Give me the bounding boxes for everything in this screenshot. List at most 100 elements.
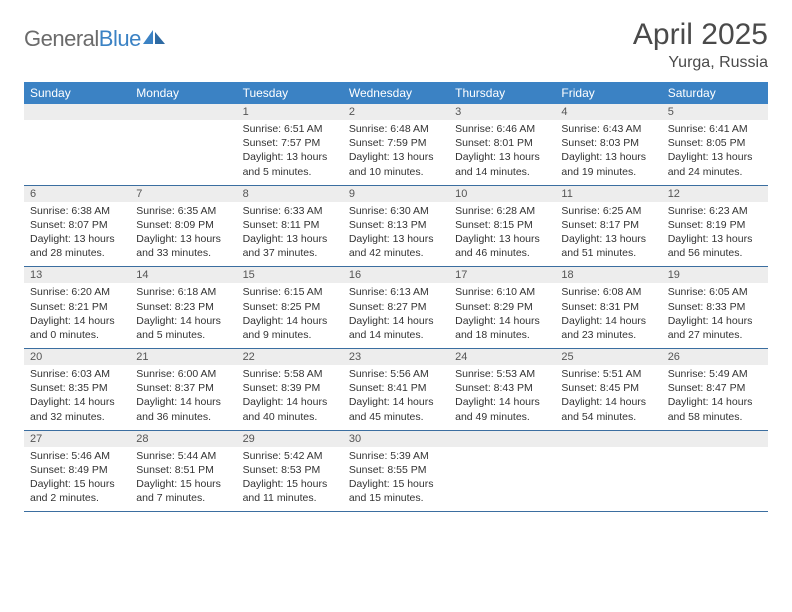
calendar-body: 1Sunrise: 6:51 AMSunset: 7:57 PMDaylight… — [24, 104, 768, 512]
daylight-text: Daylight: 14 hours and 14 minutes. — [349, 314, 443, 342]
daylight-text: Daylight: 14 hours and 23 minutes. — [561, 314, 655, 342]
sunset-text: Sunset: 8:45 PM — [561, 381, 655, 395]
day-cell: 29Sunrise: 5:42 AMSunset: 8:53 PMDayligh… — [237, 430, 343, 512]
daylight-text: Daylight: 13 hours and 5 minutes. — [243, 150, 337, 178]
day-content: Sunrise: 6:30 AMSunset: 8:13 PMDaylight:… — [343, 202, 449, 267]
sunrise-text: Sunrise: 6:30 AM — [349, 204, 443, 218]
title-block: April 2025 Yurga, Russia — [633, 18, 768, 72]
sunset-text: Sunset: 8:51 PM — [136, 463, 230, 477]
day-cell: 22 Sunrise: 5:58 AMSunset: 8:39 PMDayligh… — [237, 349, 343, 431]
day-number: 30 — [343, 431, 449, 447]
day-cell: 15Sunrise: 6:15 AMSunset: 8:25 PMDayligh… — [237, 267, 343, 349]
sunrise-text: Sunrise: 6:10 AM — [455, 285, 549, 299]
day-content — [24, 120, 130, 178]
daylight-text: Daylight: 15 hours and 7 minutes. — [136, 477, 230, 505]
day-number: 3 — [449, 104, 555, 120]
week-row: 6Sunrise: 6:38 AMSunset: 8:07 PMDaylight… — [24, 185, 768, 267]
sunset-text: Sunset: 8:05 PM — [668, 136, 762, 150]
day-content — [555, 447, 661, 505]
sunset-text: Sunset: 8:33 PM — [668, 300, 762, 314]
sunset-text: Sunset: 8:11 PM — [243, 218, 337, 232]
day-number: 18 — [555, 267, 661, 283]
day-number: 10 — [449, 186, 555, 202]
sunset-text: Sunset: 8:55 PM — [349, 463, 443, 477]
daylight-text: Daylight: 14 hours and 0 minutes. — [30, 314, 124, 342]
day-number: 14 — [130, 267, 236, 283]
sunset-text: Sunset: 8:23 PM — [136, 300, 230, 314]
day-cell: 7Sunrise: 6:35 AMSunset: 8:09 PMDaylight… — [130, 185, 236, 267]
sunset-text: Sunset: 8:27 PM — [349, 300, 443, 314]
day-cell: 23Sunrise: 5:56 AMSunset: 8:41 PMDayligh… — [343, 349, 449, 431]
day-content — [130, 120, 236, 178]
day-cell: 16Sunrise: 6:13 AMSunset: 8:27 PMDayligh… — [343, 267, 449, 349]
day-content: Sunrise: 6:03 AMSunset: 8:35 PMDaylight:… — [24, 365, 130, 430]
sunset-text: Sunset: 8:17 PM — [561, 218, 655, 232]
day-cell: 9Sunrise: 6:30 AMSunset: 8:13 PMDaylight… — [343, 185, 449, 267]
daylight-text: Daylight: 14 hours and 40 minutes. — [243, 395, 337, 423]
day-cell — [24, 104, 130, 185]
day-number — [24, 104, 130, 120]
day-cell: 28 Sunrise: 5:44 AMSunset: 8:51 PMDayligh… — [130, 430, 236, 512]
sunset-text: Sunset: 8:39 PM — [243, 381, 337, 395]
day-cell: 30Sunrise: 5:39 AMSunset: 8:55 PMDayligh… — [343, 430, 449, 512]
sunset-text: Sunset: 8:07 PM — [30, 218, 124, 232]
sunrise-text: Sunrise: 6:41 AM — [668, 122, 762, 136]
day-cell: 10Sunrise: 6:28 AMSunset: 8:15 PMDayligh… — [449, 185, 555, 267]
day-content: Sunrise: 6:41 AMSunset: 8:05 PMDaylight:… — [662, 120, 768, 185]
sunset-text: Sunset: 8:25 PM — [243, 300, 337, 314]
sunset-text: Sunset: 8:53 PM — [243, 463, 337, 477]
week-row: 20Sunrise: 6:03 AMSunset: 8:35 PMDayligh… — [24, 349, 768, 431]
day-cell: 24Sunrise: 5:53 AMSunset: 8:43 PMDayligh… — [449, 349, 555, 431]
day-content: Sunrise: 6:48 AMSunset: 7:59 PMDaylight:… — [343, 120, 449, 185]
sunset-text: Sunset: 8:37 PM — [136, 381, 230, 395]
day-number: 2 — [343, 104, 449, 120]
day-content — [662, 447, 768, 505]
day-cell: 26Sunrise: 5:49 AMSunset: 8:47 PMDayligh… — [662, 349, 768, 431]
sunrise-text: Sunrise: 5:44 AM — [136, 449, 230, 463]
sunrise-text: Sunrise: 6:15 AM — [243, 285, 337, 299]
dayhead-tue: Tuesday — [237, 82, 343, 104]
day-number: 22 — [237, 349, 343, 365]
day-content: Sunrise: 6:25 AMSunset: 8:17 PMDaylight:… — [555, 202, 661, 267]
day-cell — [449, 430, 555, 512]
sunrise-text: Sunrise: 5:58 AM — [243, 367, 337, 381]
day-cell: 2Sunrise: 6:48 AMSunset: 7:59 PMDaylight… — [343, 104, 449, 185]
day-content: Sunrise: 6:05 AMSunset: 8:33 PMDaylight:… — [662, 283, 768, 348]
daylight-text: Daylight: 14 hours and 9 minutes. — [243, 314, 337, 342]
sunset-text: Sunset: 8:31 PM — [561, 300, 655, 314]
sunset-text: Sunset: 8:21 PM — [30, 300, 124, 314]
sunset-text: Sunset: 8:15 PM — [455, 218, 549, 232]
day-number: 12 — [662, 186, 768, 202]
sail-icon — [143, 28, 165, 44]
day-content: Sunrise: 5:42 AMSunset: 8:53 PMDaylight:… — [237, 447, 343, 512]
day-number — [449, 431, 555, 447]
sunrise-text: Sunrise: 6:23 AM — [668, 204, 762, 218]
day-number: 24 — [449, 349, 555, 365]
day-cell: 12Sunrise: 6:23 AMSunset: 8:19 PMDayligh… — [662, 185, 768, 267]
daylight-text: Daylight: 13 hours and 46 minutes. — [455, 232, 549, 260]
sunrise-text: Sunrise: 6:33 AM — [243, 204, 337, 218]
sunrise-text: Sunrise: 6:00 AM — [136, 367, 230, 381]
daylight-text: Daylight: 14 hours and 27 minutes. — [668, 314, 762, 342]
day-number: 16 — [343, 267, 449, 283]
sunrise-text: Sunrise: 6:25 AM — [561, 204, 655, 218]
page-header: GeneralBlue April 2025 Yurga, Russia — [24, 18, 768, 72]
sunset-text: Sunset: 8:13 PM — [349, 218, 443, 232]
daylight-text: Daylight: 15 hours and 2 minutes. — [30, 477, 124, 505]
daylight-text: Daylight: 13 hours and 28 minutes. — [30, 232, 124, 260]
day-number: 5 — [662, 104, 768, 120]
daylight-text: Daylight: 13 hours and 24 minutes. — [668, 150, 762, 178]
sunrise-text: Sunrise: 6:46 AM — [455, 122, 549, 136]
week-row: 1Sunrise: 6:51 AMSunset: 7:57 PMDaylight… — [24, 104, 768, 185]
day-number: 19 — [662, 267, 768, 283]
sunset-text: Sunset: 8:01 PM — [455, 136, 549, 150]
day-number — [130, 104, 236, 120]
sunrise-text: Sunrise: 5:49 AM — [668, 367, 762, 381]
day-content: Sunrise: 6:08 AMSunset: 8:31 PMDaylight:… — [555, 283, 661, 348]
daylight-text: Daylight: 13 hours and 14 minutes. — [455, 150, 549, 178]
day-number: 28 — [130, 431, 236, 447]
brand-text: GeneralBlue — [24, 26, 141, 52]
day-cell: 5Sunrise: 6:41 AMSunset: 8:05 PMDaylight… — [662, 104, 768, 185]
daylight-text: Daylight: 13 hours and 19 minutes. — [561, 150, 655, 178]
calendar-page: GeneralBlue April 2025 Yurga, Russia Sun… — [0, 0, 792, 522]
